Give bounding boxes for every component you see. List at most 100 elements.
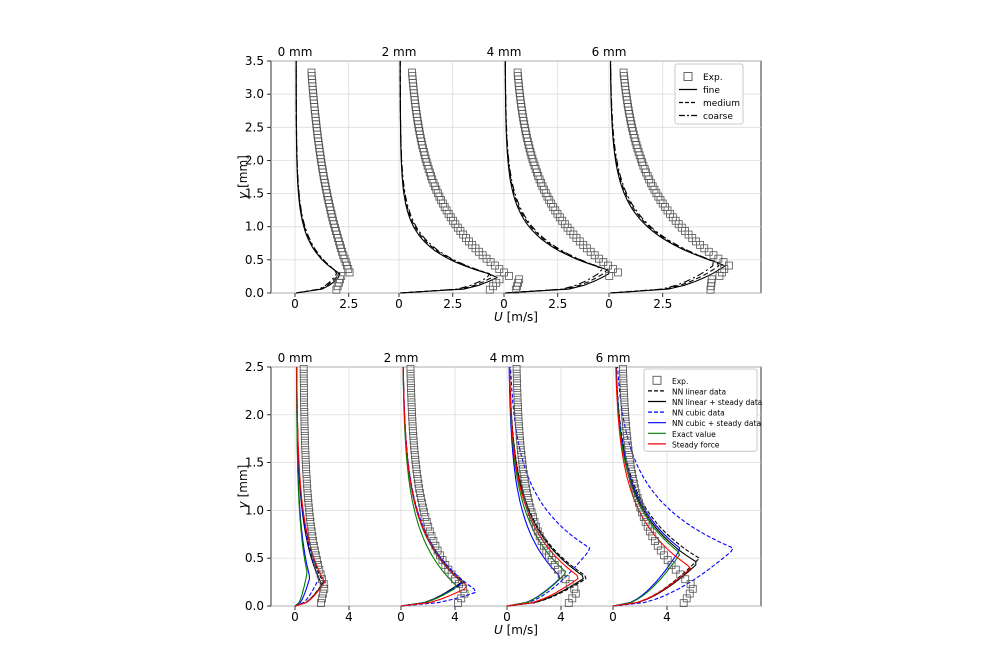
exp-marker	[460, 589, 469, 598]
legend-label: coarse	[703, 112, 733, 122]
exp-marker	[425, 527, 434, 536]
exp-marker	[619, 384, 628, 392]
station-label: 0 mm	[278, 351, 313, 365]
exp-marker	[299, 365, 308, 373]
exp-marker	[410, 446, 419, 455]
station-label: 6 mm	[592, 45, 627, 59]
exp-marker	[408, 412, 417, 421]
exp-marker	[417, 494, 425, 502]
x-tick-label: 4	[345, 610, 353, 624]
exp-marker	[407, 393, 416, 402]
exp-marker	[513, 393, 522, 402]
station-label: 4 mm	[490, 351, 525, 365]
legend-label: Exp.	[703, 73, 723, 83]
exp-marker	[300, 417, 309, 426]
exp-marker	[656, 546, 665, 555]
exp-marker	[407, 388, 416, 397]
exp-marker	[620, 398, 629, 407]
legend-label: Steady force	[672, 440, 720, 449]
exp-marker	[304, 503, 313, 512]
exp-marker	[679, 599, 688, 608]
exp-marker	[304, 494, 312, 502]
exp-marker	[427, 532, 436, 541]
y-tick-label: 2.5	[245, 360, 264, 374]
exp-marker	[301, 436, 309, 445]
curve-fine	[399, 61, 499, 294]
exp-marker	[550, 560, 559, 569]
exp-marker	[648, 532, 657, 541]
exp-marker	[627, 465, 636, 474]
x-tick-label: 0	[503, 610, 511, 624]
exp-marker	[311, 551, 320, 560]
exp-marker	[300, 431, 309, 440]
exp-marker	[532, 522, 540, 531]
exp-marker	[628, 470, 637, 478]
exp-marker	[308, 532, 317, 541]
legend-label: NN cubic + steady data	[672, 419, 761, 428]
exp-marker	[413, 474, 422, 483]
exp-marker	[513, 68, 522, 77]
exp-marker	[513, 398, 522, 407]
x-axis-label: U [m/s]	[494, 310, 538, 324]
exp-marker	[408, 417, 417, 426]
y-tick-label: 3.0	[245, 87, 264, 101]
y-tick-label: 2.0	[245, 408, 264, 422]
exp-marker	[301, 446, 310, 455]
exp-marker	[300, 427, 309, 435]
exp-marker	[300, 412, 309, 421]
curve-coarse	[295, 61, 338, 294]
exp-marker	[571, 589, 580, 598]
exp-marker	[651, 537, 659, 545]
exp-marker	[409, 427, 417, 435]
exp-marker	[530, 517, 539, 526]
exp-marker	[623, 431, 631, 440]
exp-marker	[631, 484, 640, 493]
exp-marker	[309, 537, 318, 545]
exp-marker	[653, 541, 662, 550]
exp-marker	[619, 369, 628, 378]
exp-marker	[518, 455, 526, 464]
legend-label: Exp.	[672, 377, 688, 386]
exp-marker	[424, 522, 433, 531]
exp-marker	[636, 503, 645, 512]
exp-marker	[301, 441, 310, 450]
exp-marker	[300, 422, 309, 431]
exp-marker	[515, 427, 524, 435]
exp-marker	[682, 594, 691, 603]
exp-marker	[310, 541, 318, 550]
exp-marker	[685, 589, 694, 598]
exp-marker	[641, 517, 650, 526]
exp-marker	[316, 570, 325, 579]
legend-marker	[683, 72, 693, 81]
exp-marker	[529, 513, 537, 521]
x-tick-label: 4	[557, 610, 565, 624]
exp-marker	[495, 275, 504, 284]
exp-marker	[619, 68, 628, 77]
exp-marker	[533, 527, 542, 536]
exp-marker	[520, 474, 529, 483]
curve-steady-force	[612, 366, 692, 607]
exp-marker	[418, 498, 426, 507]
exp-marker	[626, 460, 635, 469]
exp-marker	[299, 369, 308, 378]
exp-marker	[299, 379, 308, 388]
station-label: 2 mm	[382, 45, 417, 59]
exp-marker	[624, 446, 633, 455]
legend-label: fine	[703, 86, 720, 96]
x-tick-label: 0	[291, 610, 299, 624]
exp-marker	[523, 489, 531, 498]
exp-marker	[646, 527, 654, 536]
y-tick-label: 1.5	[245, 456, 264, 470]
exp-marker	[406, 365, 415, 373]
exp-marker	[514, 417, 523, 426]
exp-marker	[519, 465, 528, 474]
exp-marker	[518, 460, 527, 469]
exp-marker	[622, 422, 630, 431]
exp-marker	[300, 408, 309, 416]
x-tick-label: 2.5	[443, 297, 462, 311]
curve-nn-linear-data	[612, 366, 701, 607]
x-tick-label: 0	[500, 297, 508, 311]
exp-marker	[307, 522, 315, 531]
exp-marker	[436, 551, 444, 560]
curve-medium	[295, 61, 340, 294]
